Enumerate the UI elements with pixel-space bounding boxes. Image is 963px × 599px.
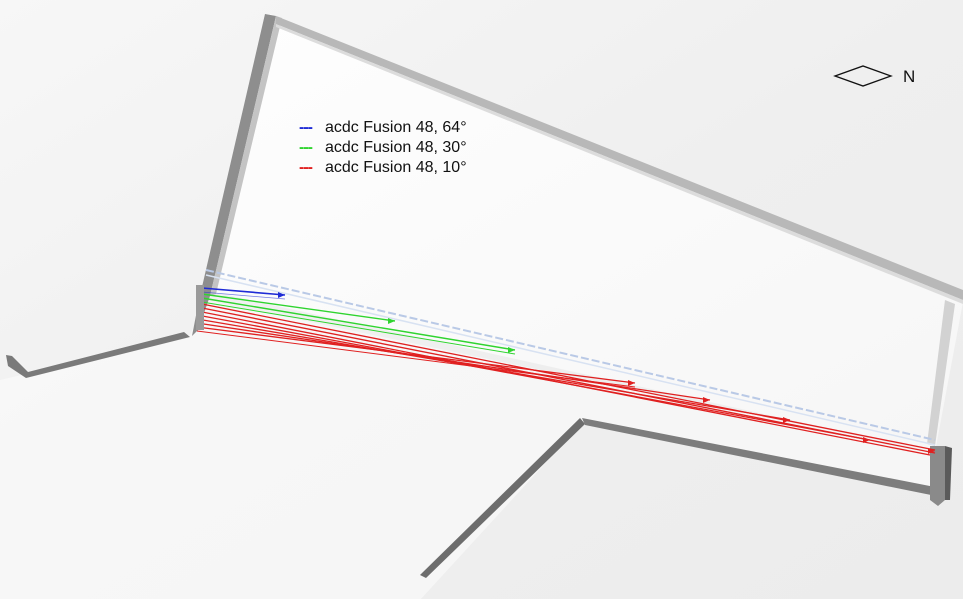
legend-label-64deg: acdc Fusion 48, 64° — [325, 119, 467, 136]
legend-item-30deg: --- acdc Fusion 48, 30° — [299, 138, 569, 158]
compass-icon-spacer — [833, 67, 897, 87]
wall-corner-post-side — [945, 446, 952, 500]
luminaire-fixture — [196, 285, 204, 330]
legend-swatch-green: --- — [299, 139, 313, 156]
room-edge-dashed — [205, 269, 936, 441]
corridor-surface — [0, 300, 935, 599]
legend-label-10deg: acdc Fusion 48, 10° — [325, 159, 467, 176]
legend-swatch-red: --- — [299, 159, 313, 176]
legend-label-30deg: acdc Fusion 48, 30° — [325, 139, 467, 156]
wall-corridor-diagonal — [420, 418, 585, 578]
wall-left — [192, 14, 276, 336]
wall-right — [927, 300, 955, 446]
room-interior — [205, 14, 963, 452]
light-path-64deg-trace — [201, 291, 286, 300]
legend-item-64deg: --- acdc Fusion 48, 64° — [299, 118, 569, 138]
compass-north-label: N — [903, 67, 916, 86]
light-paths-10deg — [196, 302, 936, 456]
wall-top — [276, 16, 963, 300]
light-path-64deg-arrow — [278, 292, 285, 298]
light-paths-30deg — [201, 293, 516, 355]
legend-swatch-blue: --- — [299, 119, 313, 136]
north-arrow-diamond-icon — [833, 65, 893, 87]
wall-left-top — [210, 16, 282, 296]
light-path-64deg — [201, 287, 286, 296]
wall-corridor-bottom — [582, 418, 940, 496]
wall-corridor-left — [6, 332, 190, 378]
legend: --- acdc Fusion 48, 64° --- acdc Fusion … — [299, 118, 569, 178]
wall-corner-post — [930, 446, 945, 506]
legend-item-10deg: --- acdc Fusion 48, 10° — [299, 158, 569, 178]
wall-top-shadow — [276, 24, 963, 304]
room-edge-light — [205, 274, 936, 446]
compass: N — [833, 62, 943, 92]
